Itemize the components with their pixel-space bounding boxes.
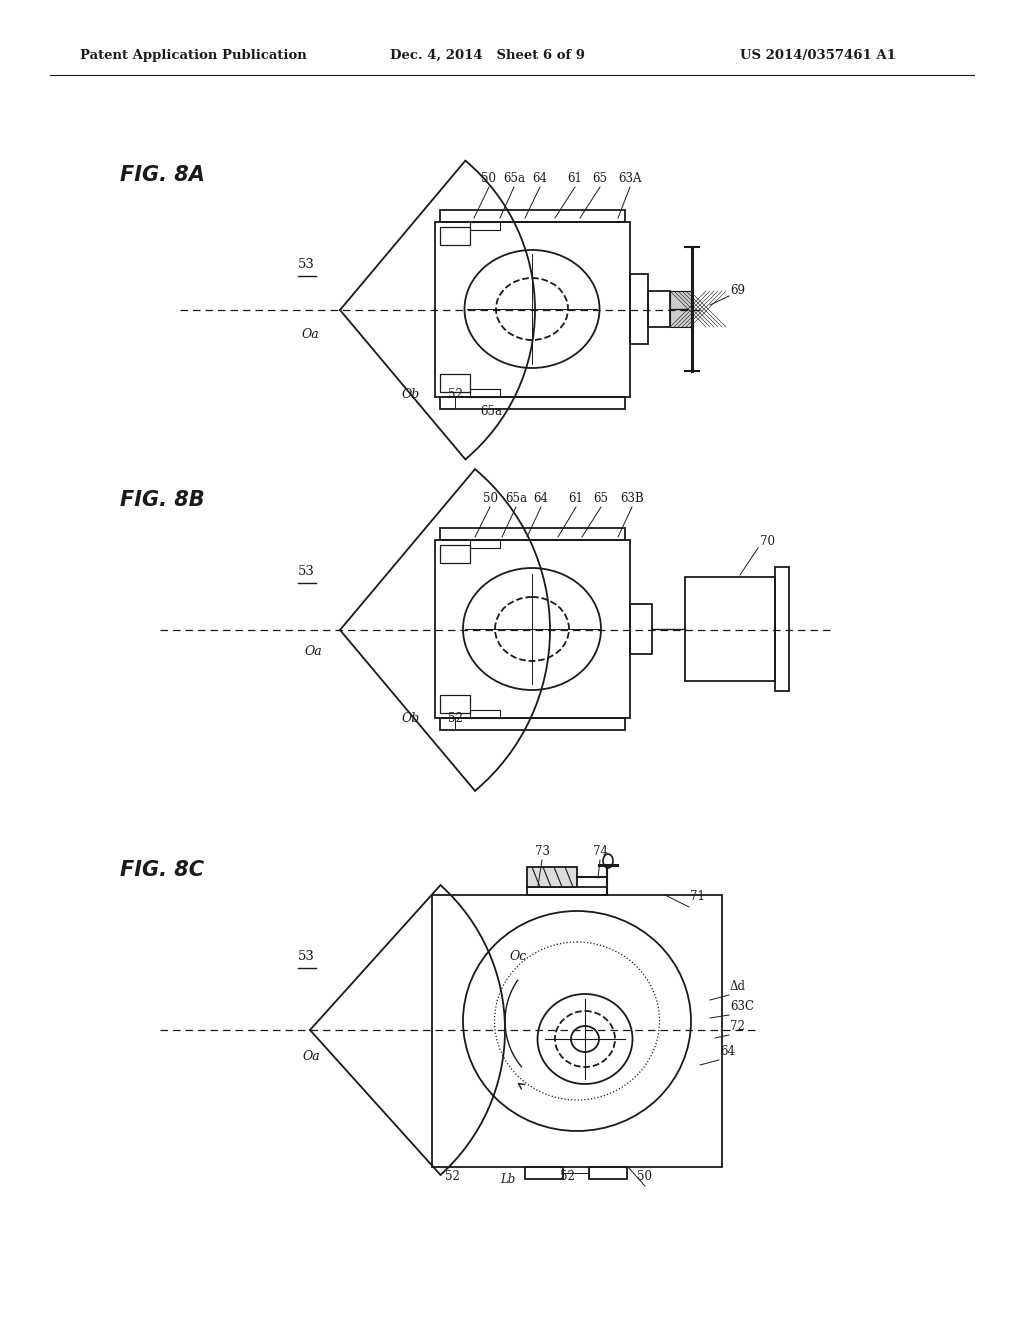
- Text: FIG. 8C: FIG. 8C: [120, 861, 204, 880]
- Text: Lb: Lb: [501, 1173, 516, 1185]
- Bar: [440, 374, 470, 392]
- Bar: [432, 895, 722, 1167]
- Text: 53: 53: [298, 565, 314, 578]
- Text: 52: 52: [444, 1170, 460, 1183]
- Bar: [440, 545, 470, 564]
- Text: 52: 52: [559, 1170, 574, 1183]
- Bar: [440, 397, 625, 409]
- Text: 53: 53: [298, 257, 314, 271]
- Bar: [470, 222, 500, 230]
- Bar: [435, 540, 630, 718]
- Text: Oa: Oa: [303, 1049, 321, 1063]
- Bar: [440, 227, 470, 246]
- Bar: [470, 389, 500, 397]
- Bar: [435, 222, 630, 397]
- Text: FIG. 8A: FIG. 8A: [120, 165, 205, 185]
- Text: 71: 71: [690, 890, 705, 903]
- Bar: [630, 605, 652, 653]
- Text: 52: 52: [449, 711, 463, 725]
- Bar: [470, 540, 500, 548]
- Text: 52: 52: [449, 388, 463, 401]
- Bar: [440, 528, 625, 540]
- Text: 50: 50: [638, 1170, 652, 1183]
- Text: Ob: Ob: [402, 388, 420, 401]
- Bar: [775, 568, 790, 690]
- Bar: [527, 867, 577, 887]
- Text: Δd: Δd: [730, 979, 746, 993]
- Bar: [648, 290, 670, 327]
- Text: 53: 53: [298, 950, 314, 964]
- Bar: [440, 696, 470, 713]
- Text: FIG. 8B: FIG. 8B: [120, 490, 205, 510]
- Text: 63A: 63A: [618, 172, 642, 185]
- Text: 63B: 63B: [621, 492, 644, 506]
- Text: 65a: 65a: [480, 405, 502, 418]
- Text: 61: 61: [568, 492, 584, 506]
- Bar: [670, 290, 692, 327]
- Text: 50: 50: [482, 492, 498, 506]
- Bar: [527, 887, 607, 895]
- Text: 73: 73: [535, 845, 550, 858]
- Text: Oc: Oc: [510, 950, 527, 964]
- Text: Oa: Oa: [305, 645, 323, 657]
- Text: Patent Application Publication: Patent Application Publication: [80, 49, 307, 62]
- Bar: [525, 1167, 563, 1179]
- Text: 70: 70: [760, 535, 775, 548]
- Bar: [440, 718, 625, 730]
- Text: 61: 61: [567, 172, 583, 185]
- Text: 65: 65: [593, 172, 607, 185]
- Text: 64: 64: [532, 172, 548, 185]
- Bar: [440, 210, 625, 222]
- Text: 50: 50: [481, 172, 497, 185]
- Text: 74: 74: [593, 845, 607, 858]
- Text: Ob: Ob: [402, 711, 420, 725]
- Text: 65a: 65a: [503, 172, 525, 185]
- Text: Oa: Oa: [302, 327, 319, 341]
- Bar: [630, 275, 648, 345]
- Text: 65: 65: [594, 492, 608, 506]
- Text: 64: 64: [720, 1045, 735, 1059]
- Text: 64: 64: [534, 492, 549, 506]
- Text: 72: 72: [730, 1020, 744, 1034]
- Bar: [470, 710, 500, 718]
- Text: 63C: 63C: [730, 1001, 754, 1012]
- Bar: [685, 577, 775, 681]
- Text: 65a: 65a: [505, 492, 527, 506]
- Text: Dec. 4, 2014   Sheet 6 of 9: Dec. 4, 2014 Sheet 6 of 9: [390, 49, 585, 62]
- Text: 69: 69: [730, 284, 745, 297]
- Bar: [589, 1167, 627, 1179]
- Text: US 2014/0357461 A1: US 2014/0357461 A1: [740, 49, 896, 62]
